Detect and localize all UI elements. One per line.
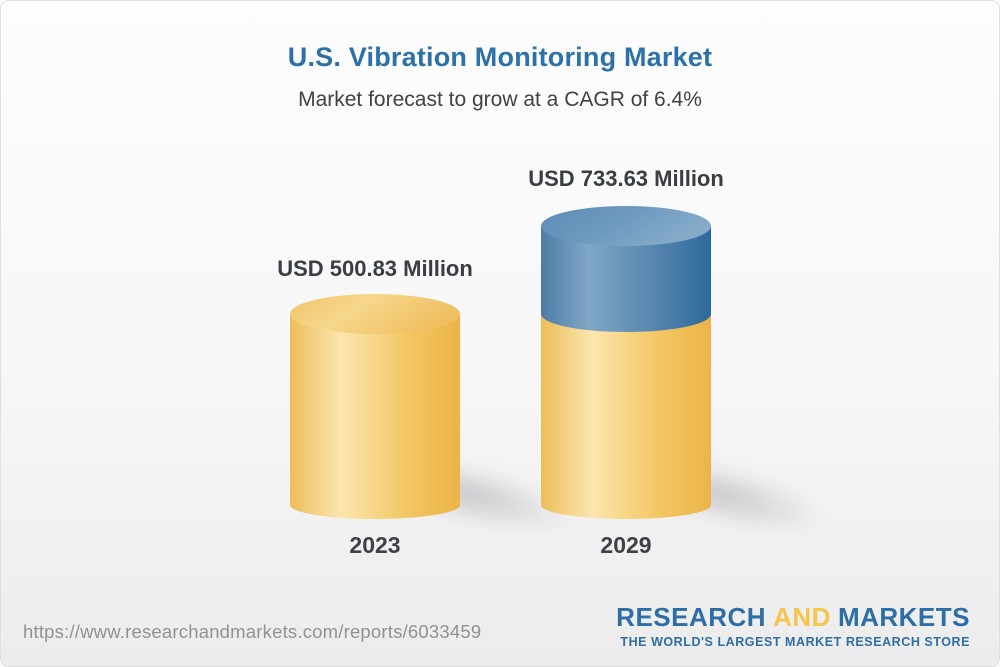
value-label-2023: USD 500.83 Million — [277, 256, 473, 281]
source-url: https://www.researchandmarkets.com/repor… — [23, 621, 482, 642]
bar-2029-top — [541, 206, 711, 246]
value-label-2029: USD 733.63 Million — [528, 166, 724, 191]
logo-word-and: AND — [773, 602, 831, 632]
logo-wordmark: RESEARCH AND MARKETS — [616, 603, 970, 632]
bar-2023-top — [290, 294, 460, 334]
chart-subtitle: Market forecast to grow at a CAGR of 6.4… — [298, 88, 702, 111]
research-and-markets-logo: RESEARCH AND MARKETS THE WORLD'S LARGEST M… — [616, 603, 970, 649]
bar-2029-cylinder — [541, 206, 711, 519]
logo-word-research: RESEARCH — [616, 602, 767, 632]
bar-2023-cylinder — [290, 294, 460, 519]
logo-tagline: THE WORLD'S LARGEST MARKET RESEARCH STOR… — [620, 634, 970, 649]
category-label-2029: 2029 — [600, 532, 652, 558]
category-label-2023: 2023 — [349, 532, 401, 558]
chart-title: U.S. Vibration Monitoring Market — [287, 42, 713, 72]
bar-2023-body — [290, 314, 460, 519]
bar-2029-growth-segment — [541, 226, 711, 332]
bar-2029-base-segment — [541, 314, 711, 519]
logo-word-markets: MARKETS — [837, 602, 970, 632]
